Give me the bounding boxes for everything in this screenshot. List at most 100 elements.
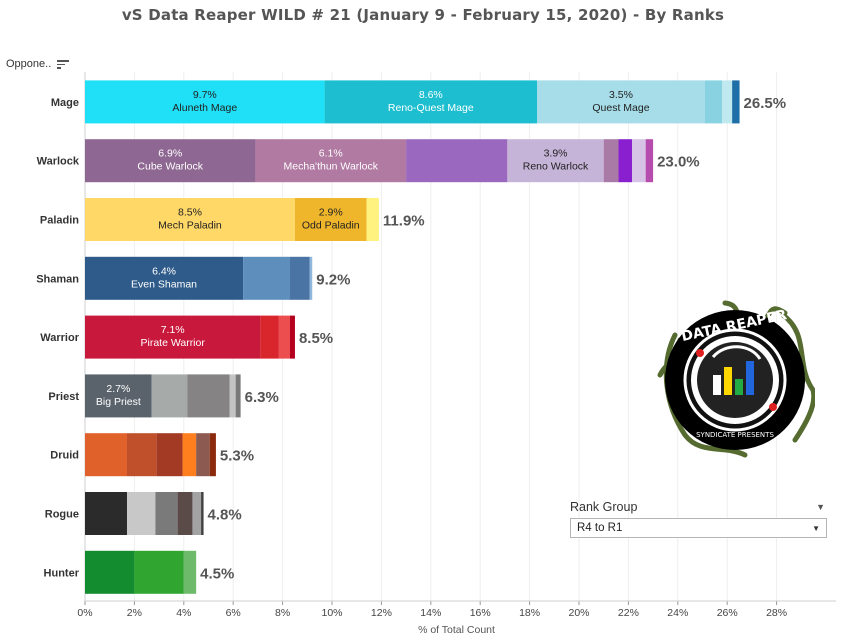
bar-segment [201, 492, 204, 535]
bar-segment [406, 139, 508, 183]
segment-name-label: Reno-Quest Mage [388, 102, 474, 114]
x-tick-label: 12% [371, 607, 392, 619]
bar-segment [85, 374, 152, 418]
bar-segment [85, 492, 127, 535]
bar-segment [134, 550, 184, 594]
x-tick-label: 14% [420, 607, 441, 619]
segment-value-label: 6.1% [319, 148, 343, 160]
bar-segment [243, 256, 291, 300]
bar-segment [618, 139, 633, 183]
category-label: Shaman [36, 273, 79, 285]
svg-text:SYNDICATE PRESENTS: SYNDICATE PRESENTS [696, 431, 774, 439]
bar-segment [85, 433, 127, 477]
segment-name-label: Odd Paladin [302, 220, 360, 232]
bar-segment [85, 315, 261, 359]
chevron-down-icon: ▼ [812, 523, 820, 533]
x-tick-label: 22% [618, 607, 639, 619]
bar-segment [85, 256, 244, 300]
segment-name-label: Pirate Warrior [140, 337, 205, 349]
segment-name-label: Even Shaman [131, 278, 197, 290]
bar-segment [196, 433, 210, 477]
category-label: Priest [48, 391, 79, 403]
bar-segment [126, 433, 157, 477]
rank-group-select[interactable]: R4 to R1 ▼ [570, 518, 827, 538]
bar-segment [155, 492, 178, 535]
segment-value-label: 7.1% [161, 324, 185, 336]
bar-segment [229, 374, 236, 418]
bar-total-label: 9.2% [316, 271, 350, 288]
bar-segment [209, 433, 216, 477]
segment-name-label: Reno Warlock [523, 161, 589, 173]
bar-segment [704, 80, 723, 124]
bar-segment [722, 80, 733, 124]
bar-segment [85, 198, 295, 241]
bar-total-label: 23.0% [657, 154, 700, 171]
segment-name-label: Aluneth Mage [172, 102, 237, 114]
bar-segment [85, 80, 325, 124]
bar-total-label: 4.5% [200, 565, 234, 582]
category-label: Mage [51, 97, 79, 109]
bar-segment [603, 139, 619, 183]
bar-segment [290, 315, 295, 359]
x-tick-label: 6% [226, 607, 241, 619]
segment-name-label: Big Priest [96, 396, 141, 408]
x-tick-label: 20% [568, 607, 589, 619]
segment-name-label: Mech Paladin [158, 220, 222, 232]
field-header-label: Oppone.. [6, 58, 52, 70]
bar-segment [156, 433, 183, 477]
segment-value-label: 3.5% [609, 89, 633, 101]
bar-segment [151, 374, 188, 418]
chart-title: vS Data Reaper WILD # 21 (January 9 - Fe… [121, 6, 725, 24]
bar-segment [126, 492, 156, 535]
bar-segment [324, 80, 538, 124]
rank-group-filter[interactable]: Rank Group ▼ R4 to R1 ▼ [570, 498, 827, 538]
bar-segment [177, 492, 193, 535]
bar-segment [645, 139, 654, 183]
category-label: Warrior [40, 332, 79, 344]
category-label: Hunter [44, 567, 80, 579]
bar-segment [192, 492, 202, 535]
segment-value-label: 2.9% [319, 207, 343, 219]
x-tick-label: 18% [519, 607, 540, 619]
bar-segment [294, 198, 367, 241]
bar-total-label: 5.3% [220, 448, 254, 465]
segment-value-label: 6.9% [158, 148, 182, 160]
x-tick-label: 0% [77, 607, 92, 619]
segment-name-label: Cube Warlock [137, 161, 203, 173]
data-reaper-logo: DATA REAPER SYNDICATE PRESENTS [657, 300, 815, 458]
bar-total-label: 26.5% [744, 95, 787, 112]
bar-segment [183, 550, 197, 594]
x-tick-label: 2% [127, 607, 142, 619]
x-tick-label: 8% [275, 607, 290, 619]
segment-value-label: 9.7% [193, 89, 217, 101]
sort-icon[interactable] [57, 59, 70, 69]
bar-segment [85, 139, 256, 183]
segment-value-label: 8.5% [178, 207, 202, 219]
segment-value-label: 3.9% [544, 148, 568, 160]
bar-total-label: 4.8% [208, 507, 242, 524]
x-tick-label: 16% [470, 607, 491, 619]
bar-segment [182, 433, 197, 477]
x-tick-label: 24% [667, 607, 688, 619]
rank-group-value: R4 to R1 [577, 522, 623, 534]
bar-total-label: 6.3% [245, 389, 279, 406]
segment-name-label: Mecha'thun Warlock [284, 161, 379, 173]
opponent-field-header[interactable]: Oppone.. [6, 58, 70, 70]
bar-segment [507, 139, 604, 183]
filter-menu-icon[interactable]: ▼ [816, 502, 825, 512]
segment-value-label: 6.4% [152, 265, 176, 277]
bar-segment [366, 198, 379, 241]
segment-value-label: 8.6% [419, 89, 443, 101]
bar-total-label: 8.5% [299, 330, 333, 347]
x-axis-label: % of Total Count [418, 624, 495, 636]
bar-segment [278, 315, 291, 359]
bar-segment [255, 139, 407, 183]
category-label: Druid [50, 450, 79, 462]
x-tick-label: 4% [176, 607, 191, 619]
x-tick-label: 10% [321, 607, 342, 619]
segment-value-label: 2.7% [106, 383, 130, 395]
bar-segment [290, 256, 310, 300]
bar-segment [309, 256, 313, 300]
segment-name-label: Quest Mage [592, 102, 649, 114]
